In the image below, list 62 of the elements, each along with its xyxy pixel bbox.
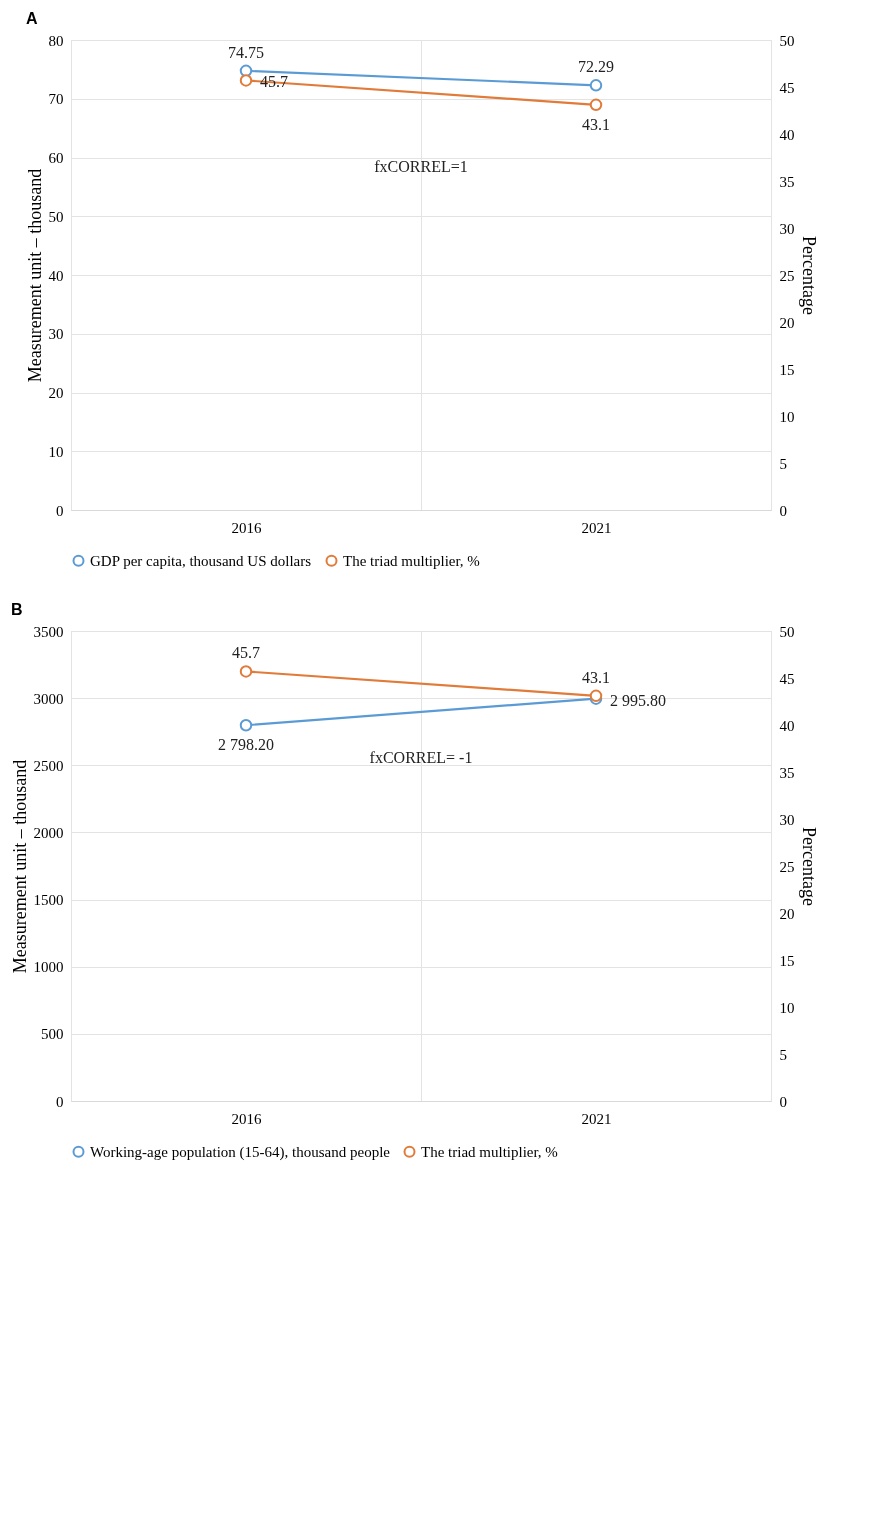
y-tick-label: 3000 [33,690,64,707]
y-tick-label: 40 [48,267,64,284]
y2-tick-label: 40 [779,717,795,734]
y2-tick-label: 45 [779,79,795,96]
y-tick-label: 60 [48,150,64,166]
x-tick-label: 2021 [581,1110,612,1127]
data-label: 72.29 [578,58,614,76]
y2-tick-label: 10 [779,999,795,1016]
data-label: 2 798.20 [218,736,274,754]
data-label: 45.7 [232,644,260,662]
y-axis-title: Measurement unit – thousand [24,168,45,383]
y2-tick-label: 50 [779,623,795,640]
data-label: 43.1 [582,668,610,686]
legend-label: The triad multiplier, % [421,1143,558,1160]
y2-tick-label: 10 [779,408,795,425]
chart-title: B [11,601,23,618]
y-tick-label: 1000 [33,959,64,976]
y2-tick-label: 0 [779,1093,787,1110]
y2-tick-label: 15 [779,952,795,969]
legend-label: GDP per capita, thousand US dollars [90,552,312,569]
annotation: fxCORREL=1 [374,157,468,175]
y-axis-title: Measurement unit – thousand [9,759,30,974]
y-tick-label: 3500 [33,623,64,640]
y2-tick-label: 35 [779,764,795,781]
y-tick-label: 80 [48,32,64,49]
data-label: 2 995.80 [610,691,666,709]
data-label: 43.1 [582,115,610,133]
y2-tick-label: 40 [779,126,795,143]
y-tick-label: 500 [41,1026,64,1043]
y2-tick-label: 35 [779,173,795,190]
y-tick-label: 30 [48,326,64,343]
y-tick-label: 50 [48,208,64,225]
y-tick-label: 2000 [33,824,64,841]
y-tick-label: 0 [56,1093,64,1110]
x-tick-label: 2016 [231,519,262,536]
y2-axis-title: Percentage [798,827,819,906]
y-tick-label: 10 [48,443,64,460]
y-tick-label: 2500 [33,757,64,774]
y-tick-label: 20 [48,385,64,401]
legend-label: Working-age population (15-64), thousand people [90,1143,391,1161]
y2-tick-label: 45 [779,670,795,687]
y-tick-label: 70 [48,91,64,108]
y2-tick-label: 5 [779,1046,787,1063]
y2-tick-label: 30 [779,220,795,237]
y2-tick-label: 15 [779,361,795,378]
chart-title: A [26,10,38,27]
annotation: fxCORREL= -1 [369,748,473,766]
y2-tick-label: 20 [779,314,795,331]
y2-tick-label: 30 [779,811,795,828]
y2-tick-label: 25 [779,267,795,284]
y2-axis-title: Percentage [798,236,819,315]
y-tick-label: 0 [56,502,64,519]
y-tick-label: 1500 [33,892,64,909]
x-tick-label: 2021 [581,519,612,536]
data-label: 74.75 [228,43,264,61]
legend-label: The triad multiplier, % [343,552,480,569]
y2-tick-label: 50 [779,32,795,49]
y2-tick-label: 5 [779,455,787,472]
x-tick-label: 2016 [231,1110,262,1127]
y2-tick-label: 25 [779,858,795,875]
y2-tick-label: 0 [779,502,787,519]
y2-tick-label: 20 [779,905,795,922]
